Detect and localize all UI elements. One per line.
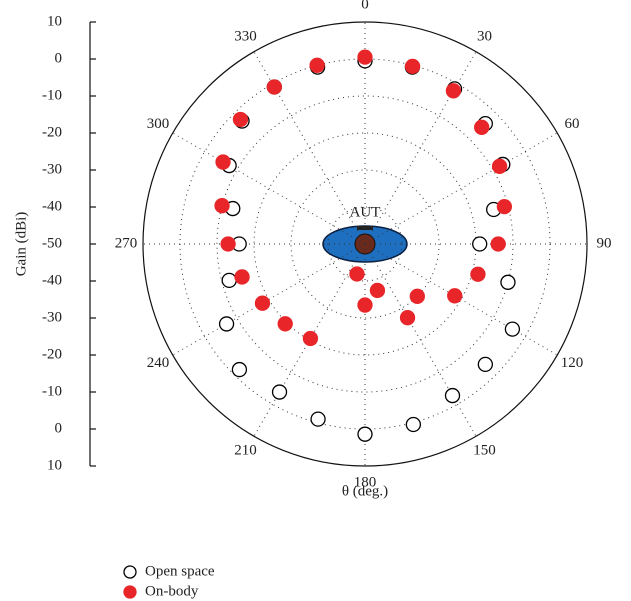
data-point bbox=[234, 269, 250, 285]
data-point bbox=[357, 426, 373, 442]
data-point bbox=[491, 158, 508, 174]
data-point bbox=[214, 198, 230, 214]
y-axis-label: Gain (dBi) bbox=[13, 212, 29, 277]
data-point bbox=[444, 387, 461, 404]
y-tick-label: 0 bbox=[55, 50, 63, 66]
radial-grid-line bbox=[253, 51, 366, 245]
radial-grid-line bbox=[172, 132, 366, 245]
radial-grid-line bbox=[364, 243, 477, 437]
annotation: AUT bbox=[350, 204, 381, 220]
data-point bbox=[369, 282, 386, 299]
data-point bbox=[221, 272, 237, 289]
angle-tick-label: 60 bbox=[564, 116, 579, 132]
data-point bbox=[405, 416, 422, 433]
angle-tick-label: 150 bbox=[473, 442, 496, 458]
x-axis-label: θ (deg.) bbox=[342, 483, 388, 499]
data-point bbox=[218, 316, 235, 332]
y-tick-label: -30 bbox=[42, 309, 62, 325]
data-point bbox=[266, 79, 283, 95]
y-tick-label: 10 bbox=[47, 457, 62, 473]
y-tick-label: -50 bbox=[42, 235, 62, 251]
data-point bbox=[220, 236, 236, 252]
data-point bbox=[357, 297, 373, 313]
angle-tick-label: 270 bbox=[115, 235, 138, 251]
angle-tick-label: 90 bbox=[597, 235, 612, 251]
data-point bbox=[231, 361, 248, 378]
data-point bbox=[302, 330, 319, 347]
data-point bbox=[504, 321, 521, 337]
data-point bbox=[277, 316, 293, 332]
angle-tick-label: 120 bbox=[561, 355, 584, 371]
data-point bbox=[254, 295, 271, 311]
grid-circle bbox=[290, 169, 440, 319]
y-tick-label: -10 bbox=[42, 87, 62, 103]
legend-label: Open space bbox=[145, 563, 215, 579]
data-point bbox=[271, 384, 288, 400]
outer-circle bbox=[142, 21, 588, 467]
grid-circle bbox=[327, 206, 403, 282]
data-point bbox=[445, 83, 462, 99]
y-tick-label: -40 bbox=[42, 198, 62, 214]
angle-tick-label: 30 bbox=[477, 28, 492, 44]
angle-tick-label: 180 bbox=[354, 474, 377, 490]
data-point bbox=[310, 411, 326, 427]
data-point bbox=[496, 199, 513, 215]
data-point bbox=[409, 288, 425, 304]
grid-circle bbox=[216, 95, 514, 393]
data-point bbox=[447, 288, 463, 304]
angle-tick-label: 240 bbox=[147, 355, 170, 371]
data-point bbox=[474, 119, 490, 135]
y-tick-label: 0 bbox=[55, 420, 63, 436]
data-point bbox=[404, 58, 421, 75]
data-point bbox=[399, 310, 416, 326]
y-tick-label: -20 bbox=[42, 346, 62, 362]
legend-marker bbox=[123, 585, 137, 599]
data-point bbox=[309, 57, 325, 73]
data-point bbox=[349, 266, 365, 282]
data-point bbox=[215, 154, 231, 170]
radial-grid-line bbox=[364, 51, 477, 245]
angle-tick-label: 210 bbox=[234, 442, 257, 458]
y-tick-label: 10 bbox=[47, 13, 62, 29]
data-point bbox=[490, 236, 506, 252]
legend-label: On-body bbox=[145, 583, 199, 599]
data-point bbox=[357, 49, 373, 65]
y-tick-label: -40 bbox=[42, 272, 62, 288]
angle-tick-label: 0 bbox=[361, 0, 369, 12]
angle-tick-label: 330 bbox=[234, 28, 257, 44]
y-tick-label: -30 bbox=[42, 161, 62, 177]
y-tick-label: -10 bbox=[42, 383, 62, 399]
data-point bbox=[472, 236, 488, 252]
data-point bbox=[232, 111, 249, 128]
data-point bbox=[470, 266, 486, 282]
data-point bbox=[500, 274, 516, 290]
data-point bbox=[477, 356, 493, 372]
radial-grid-line bbox=[364, 132, 558, 245]
angle-tick-label: 300 bbox=[147, 116, 170, 132]
y-tick-label: -20 bbox=[42, 124, 62, 140]
legend-marker bbox=[123, 565, 137, 579]
